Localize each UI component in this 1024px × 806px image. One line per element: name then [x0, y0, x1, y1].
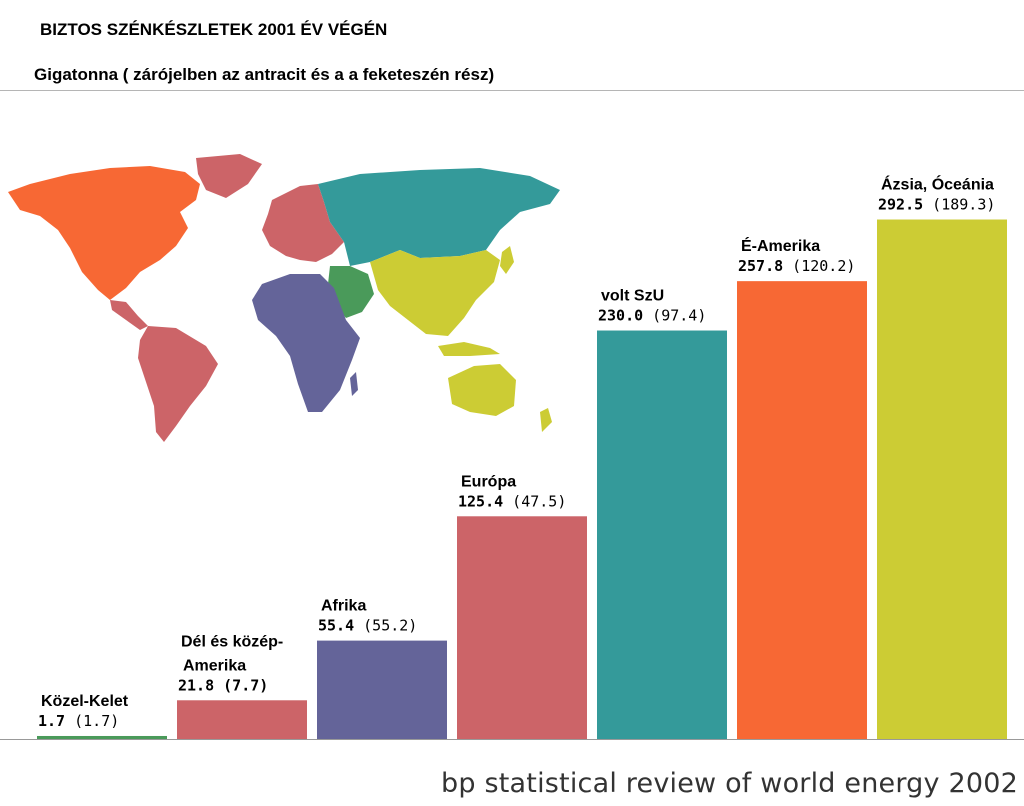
category-label: Afrika — [321, 598, 366, 615]
hard-coal-value: (189.3) — [923, 196, 995, 214]
map-indonesia — [438, 342, 500, 356]
total-value: 125.4 — [458, 492, 503, 510]
hard-coal-value: (1.7) — [65, 712, 119, 730]
map-australia — [448, 364, 516, 416]
hard-coal-value: (120.2) — [783, 257, 855, 275]
bar-value-label: 230.0 (97.4) — [598, 307, 706, 325]
bar-1 — [177, 700, 307, 739]
bar-4 — [597, 330, 727, 739]
total-value: 230.0 — [598, 307, 643, 325]
map-central-america — [110, 300, 148, 330]
map-asia — [370, 250, 500, 336]
map-north-america — [8, 166, 200, 300]
bar-3 — [457, 516, 587, 739]
bar-value-label: 125.4 (47.5) — [458, 492, 566, 510]
bar-value-label: 292.5 (189.3) — [878, 196, 995, 214]
world-map-illustration — [8, 154, 560, 442]
bar-value-label: 55.4 (55.2) — [318, 617, 417, 635]
category-label: volt SzU — [601, 288, 664, 305]
bar-6 — [877, 219, 1007, 739]
category-label: Dél és közép- — [181, 633, 283, 650]
total-value: 1.7 — [38, 712, 65, 730]
bar-0 — [37, 735, 167, 739]
map-africa — [252, 274, 360, 412]
source-credit: bp statistical review of world energy 20… — [441, 768, 1018, 799]
map-madagascar — [350, 372, 358, 396]
map-japan — [500, 246, 514, 274]
bar-value-label: 21.8 (7.7) — [178, 676, 268, 694]
total-value: 292.5 — [878, 196, 923, 214]
category-label: Európa — [461, 473, 516, 490]
category-label: É-Amerika — [741, 236, 820, 255]
bar-5 — [737, 281, 867, 739]
bars-layer — [37, 219, 1007, 739]
bar-value-label: 257.8 (120.2) — [738, 257, 855, 275]
bar-2 — [317, 640, 447, 739]
bar-value-label: 1.7 (1.7) — [38, 712, 119, 730]
hard-coal-value: (97.4) — [643, 307, 706, 325]
category-label: Közel-Kelet — [41, 693, 129, 710]
total-value: 21.8 — [178, 676, 214, 694]
category-label: Ázsia, Óceánia — [881, 175, 994, 194]
chart-title: BIZTOS SZÉNKÉSZLETEK 2001 ÉV VÉGÉN — [40, 20, 388, 39]
map-former-ussr — [318, 168, 560, 266]
total-value: 257.8 — [738, 257, 783, 275]
top-divider — [0, 90, 1024, 91]
category-label: Amerika — [183, 657, 246, 674]
map-new-zealand — [540, 408, 552, 432]
hard-coal-value: (47.5) — [503, 492, 566, 510]
hard-coal-value: (55.2) — [354, 617, 417, 635]
map-greenland — [196, 154, 262, 198]
total-value: 55.4 — [318, 617, 354, 635]
map-south-america — [138, 326, 218, 442]
map-europe — [262, 184, 344, 262]
chart-subtitle: Gigatonna ( zárójelben az antracit és a … — [34, 65, 495, 84]
labels-layer: 1.7 (1.7) Közel-Kelet 21.8 (7.7) Dél és köz… — [38, 175, 995, 730]
hard-coal-value: (7.7) — [214, 676, 268, 694]
